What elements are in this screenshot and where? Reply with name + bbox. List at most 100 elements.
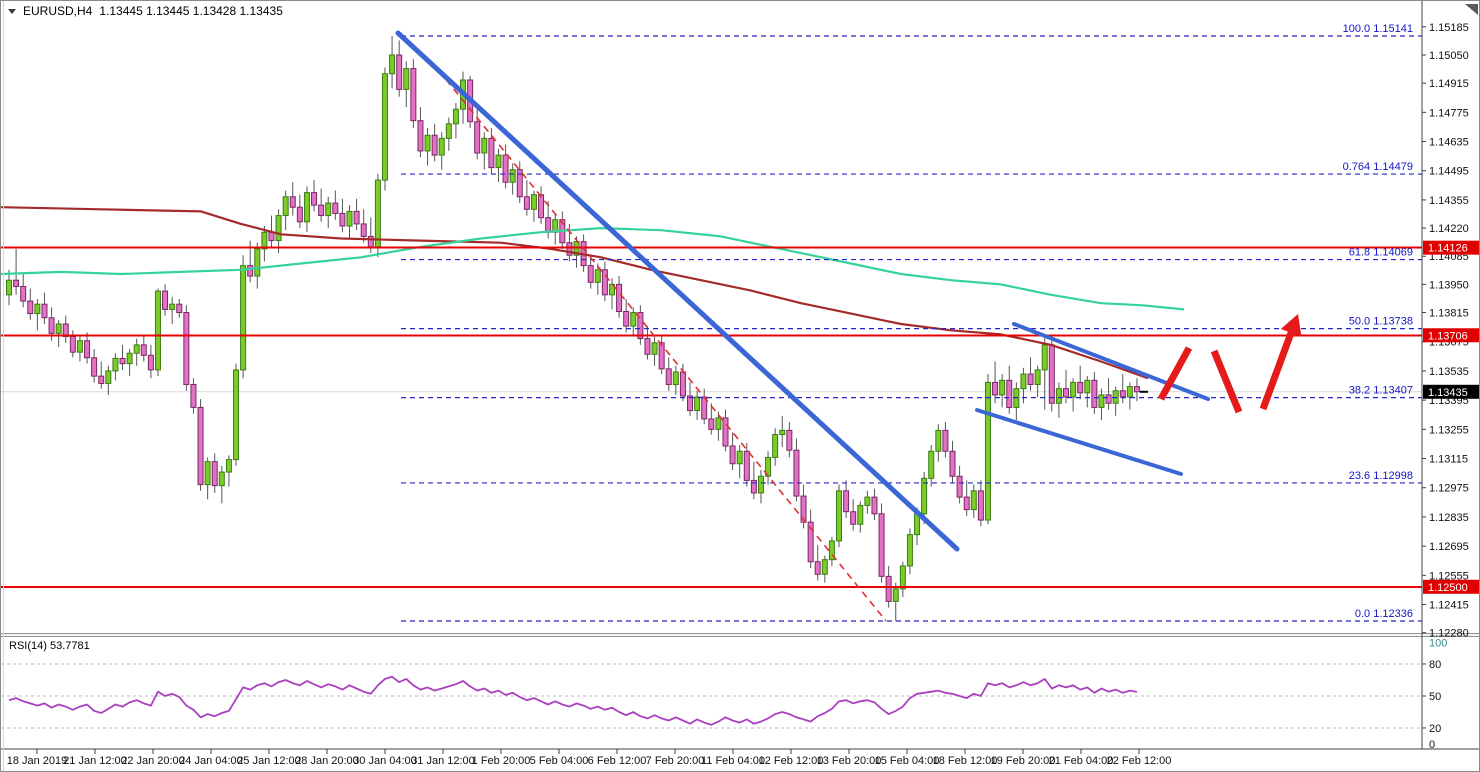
price-tick-label: 1.12835 bbox=[1429, 512, 1469, 524]
bear-candle bbox=[13, 279, 20, 287]
fibonacci-layer[interactable]: 100.0 1.15141 0.764 1.14479 61.8 1.14069 50… bbox=[401, 23, 1422, 622]
bull-candle bbox=[261, 231, 268, 250]
price-marker-value: 1.13706 bbox=[1428, 330, 1468, 342]
time-tick-label: 22 Feb 12:00 bbox=[1107, 755, 1172, 767]
bear-candle bbox=[1119, 390, 1126, 398]
bear-candle bbox=[162, 290, 169, 310]
bear-candle bbox=[396, 54, 403, 90]
bear-candle bbox=[878, 513, 885, 577]
time-tick-label: 13 Feb 20:00 bbox=[817, 755, 882, 767]
bull-candle bbox=[821, 559, 828, 575]
bull-candle bbox=[481, 137, 488, 154]
bear-candle bbox=[623, 310, 630, 327]
bull-candle bbox=[899, 565, 906, 590]
horizontal-levels-layer[interactable] bbox=[1, 246, 1422, 588]
price-tick-label: 1.13115 bbox=[1429, 454, 1468, 466]
price-tick-label: 1.14635 bbox=[1429, 137, 1469, 149]
bear-candle bbox=[814, 561, 821, 575]
bull-candle bbox=[34, 303, 41, 315]
price-marker-value: 1.13435 bbox=[1428, 387, 1468, 399]
bear-candle bbox=[91, 357, 98, 377]
time-tick-label: 21 Jan 12:00 bbox=[63, 755, 127, 767]
bull-candle bbox=[325, 202, 332, 217]
bull-candle bbox=[921, 477, 928, 515]
red-price-marker-box bbox=[1423, 579, 1479, 594]
fib-level-label: 23.6 1.12998 bbox=[1349, 470, 1413, 482]
rsi-scale-label: 20 bbox=[1429, 723, 1441, 735]
bull-candle bbox=[864, 496, 871, 506]
rsi-scale-label: 100 bbox=[1429, 638, 1447, 650]
time-tick-label: 22 Jan 20:00 bbox=[121, 755, 185, 767]
fib-anchor-dashed-line[interactable] bbox=[430, 60, 887, 622]
bear-candle bbox=[183, 312, 190, 385]
bear-candle bbox=[1006, 379, 1013, 408]
bull-candle bbox=[906, 534, 913, 567]
bull-candle bbox=[672, 371, 679, 385]
bull-candle bbox=[55, 323, 62, 334]
time-tick-label: 18 Jan 2019 bbox=[7, 755, 68, 767]
pane-separator[interactable] bbox=[1, 633, 1480, 634]
price-tick-label: 1.12695 bbox=[1429, 541, 1469, 553]
bear-candle bbox=[545, 217, 552, 233]
bull-candle bbox=[169, 303, 176, 310]
bear-candle bbox=[516, 169, 523, 198]
bull-candle bbox=[445, 123, 452, 139]
bear-candle bbox=[197, 406, 204, 486]
price-marker-value: 1.12500 bbox=[1428, 582, 1468, 594]
bear-candle bbox=[98, 375, 105, 384]
chart-shift-marker-icon[interactable] bbox=[1465, 4, 1478, 15]
bull-candle bbox=[233, 369, 240, 461]
bull-candle bbox=[1112, 390, 1119, 404]
bear-candle bbox=[147, 354, 154, 371]
bear-candle bbox=[119, 357, 126, 365]
zigzag-arrow-stroke[interactable] bbox=[1157, 346, 1193, 401]
bull-candle bbox=[1034, 369, 1041, 385]
bear-candle bbox=[289, 196, 296, 208]
time-tick-label: 1 Feb 20:00 bbox=[472, 755, 531, 767]
bull-candle bbox=[154, 290, 161, 371]
bear-candle bbox=[658, 342, 665, 370]
wedge-upper-line[interactable] bbox=[1012, 322, 1210, 401]
bull-candle bbox=[1098, 394, 1105, 408]
price-tick-label: 1.12415 bbox=[1429, 600, 1469, 612]
bear-candle bbox=[84, 340, 91, 359]
up-arrow-head-icon[interactable] bbox=[1280, 314, 1302, 337]
price-tick-label: 1.12975 bbox=[1429, 483, 1469, 495]
wedge-lower-line[interactable] bbox=[975, 408, 1183, 476]
bear-candle bbox=[743, 450, 750, 481]
bear-candle bbox=[1063, 388, 1070, 398]
bear-candle bbox=[20, 285, 27, 302]
time-tick-label: 19 Feb 20:00 bbox=[991, 755, 1056, 767]
rsi-scale-label: 80 bbox=[1429, 659, 1441, 671]
bear-candle bbox=[637, 312, 644, 340]
time-tick-label: 11 Feb 04:00 bbox=[701, 755, 765, 767]
bear-candle bbox=[247, 265, 254, 277]
bear-candle bbox=[431, 134, 438, 156]
bull-candle bbox=[651, 342, 658, 355]
pane-separator[interactable] bbox=[1, 636, 1480, 637]
red-price-marker-box bbox=[1423, 328, 1479, 343]
time-tick-label: 5 Feb 04:00 bbox=[530, 755, 589, 767]
bear-candle bbox=[268, 231, 275, 242]
bear-candle bbox=[339, 212, 346, 227]
fib-level-label: 50.0 1.13738 bbox=[1349, 316, 1413, 328]
time-tick-label: 12 Feb 12:00 bbox=[759, 755, 824, 767]
bear-candle bbox=[69, 336, 76, 353]
up-arrow-shaft[interactable] bbox=[1259, 326, 1297, 411]
bull-candle bbox=[928, 450, 935, 479]
zigzag-arrow-stroke[interactable] bbox=[1210, 349, 1243, 414]
downtrend-line[interactable] bbox=[395, 30, 960, 552]
bear-candle bbox=[566, 242, 573, 256]
annotation-arrows-layer[interactable] bbox=[1157, 314, 1302, 414]
bear-candle bbox=[750, 479, 757, 494]
current-price-box bbox=[1423, 384, 1479, 399]
price-marker-value: 1.14126 bbox=[1428, 243, 1468, 255]
rsi-pane bbox=[1, 663, 1422, 729]
bear-candle bbox=[474, 121, 481, 154]
last-close-marker bbox=[1139, 390, 1148, 393]
bear-candle bbox=[410, 68, 417, 122]
bear-candle bbox=[687, 395, 694, 412]
ma-fast-line bbox=[1, 227, 1185, 311]
